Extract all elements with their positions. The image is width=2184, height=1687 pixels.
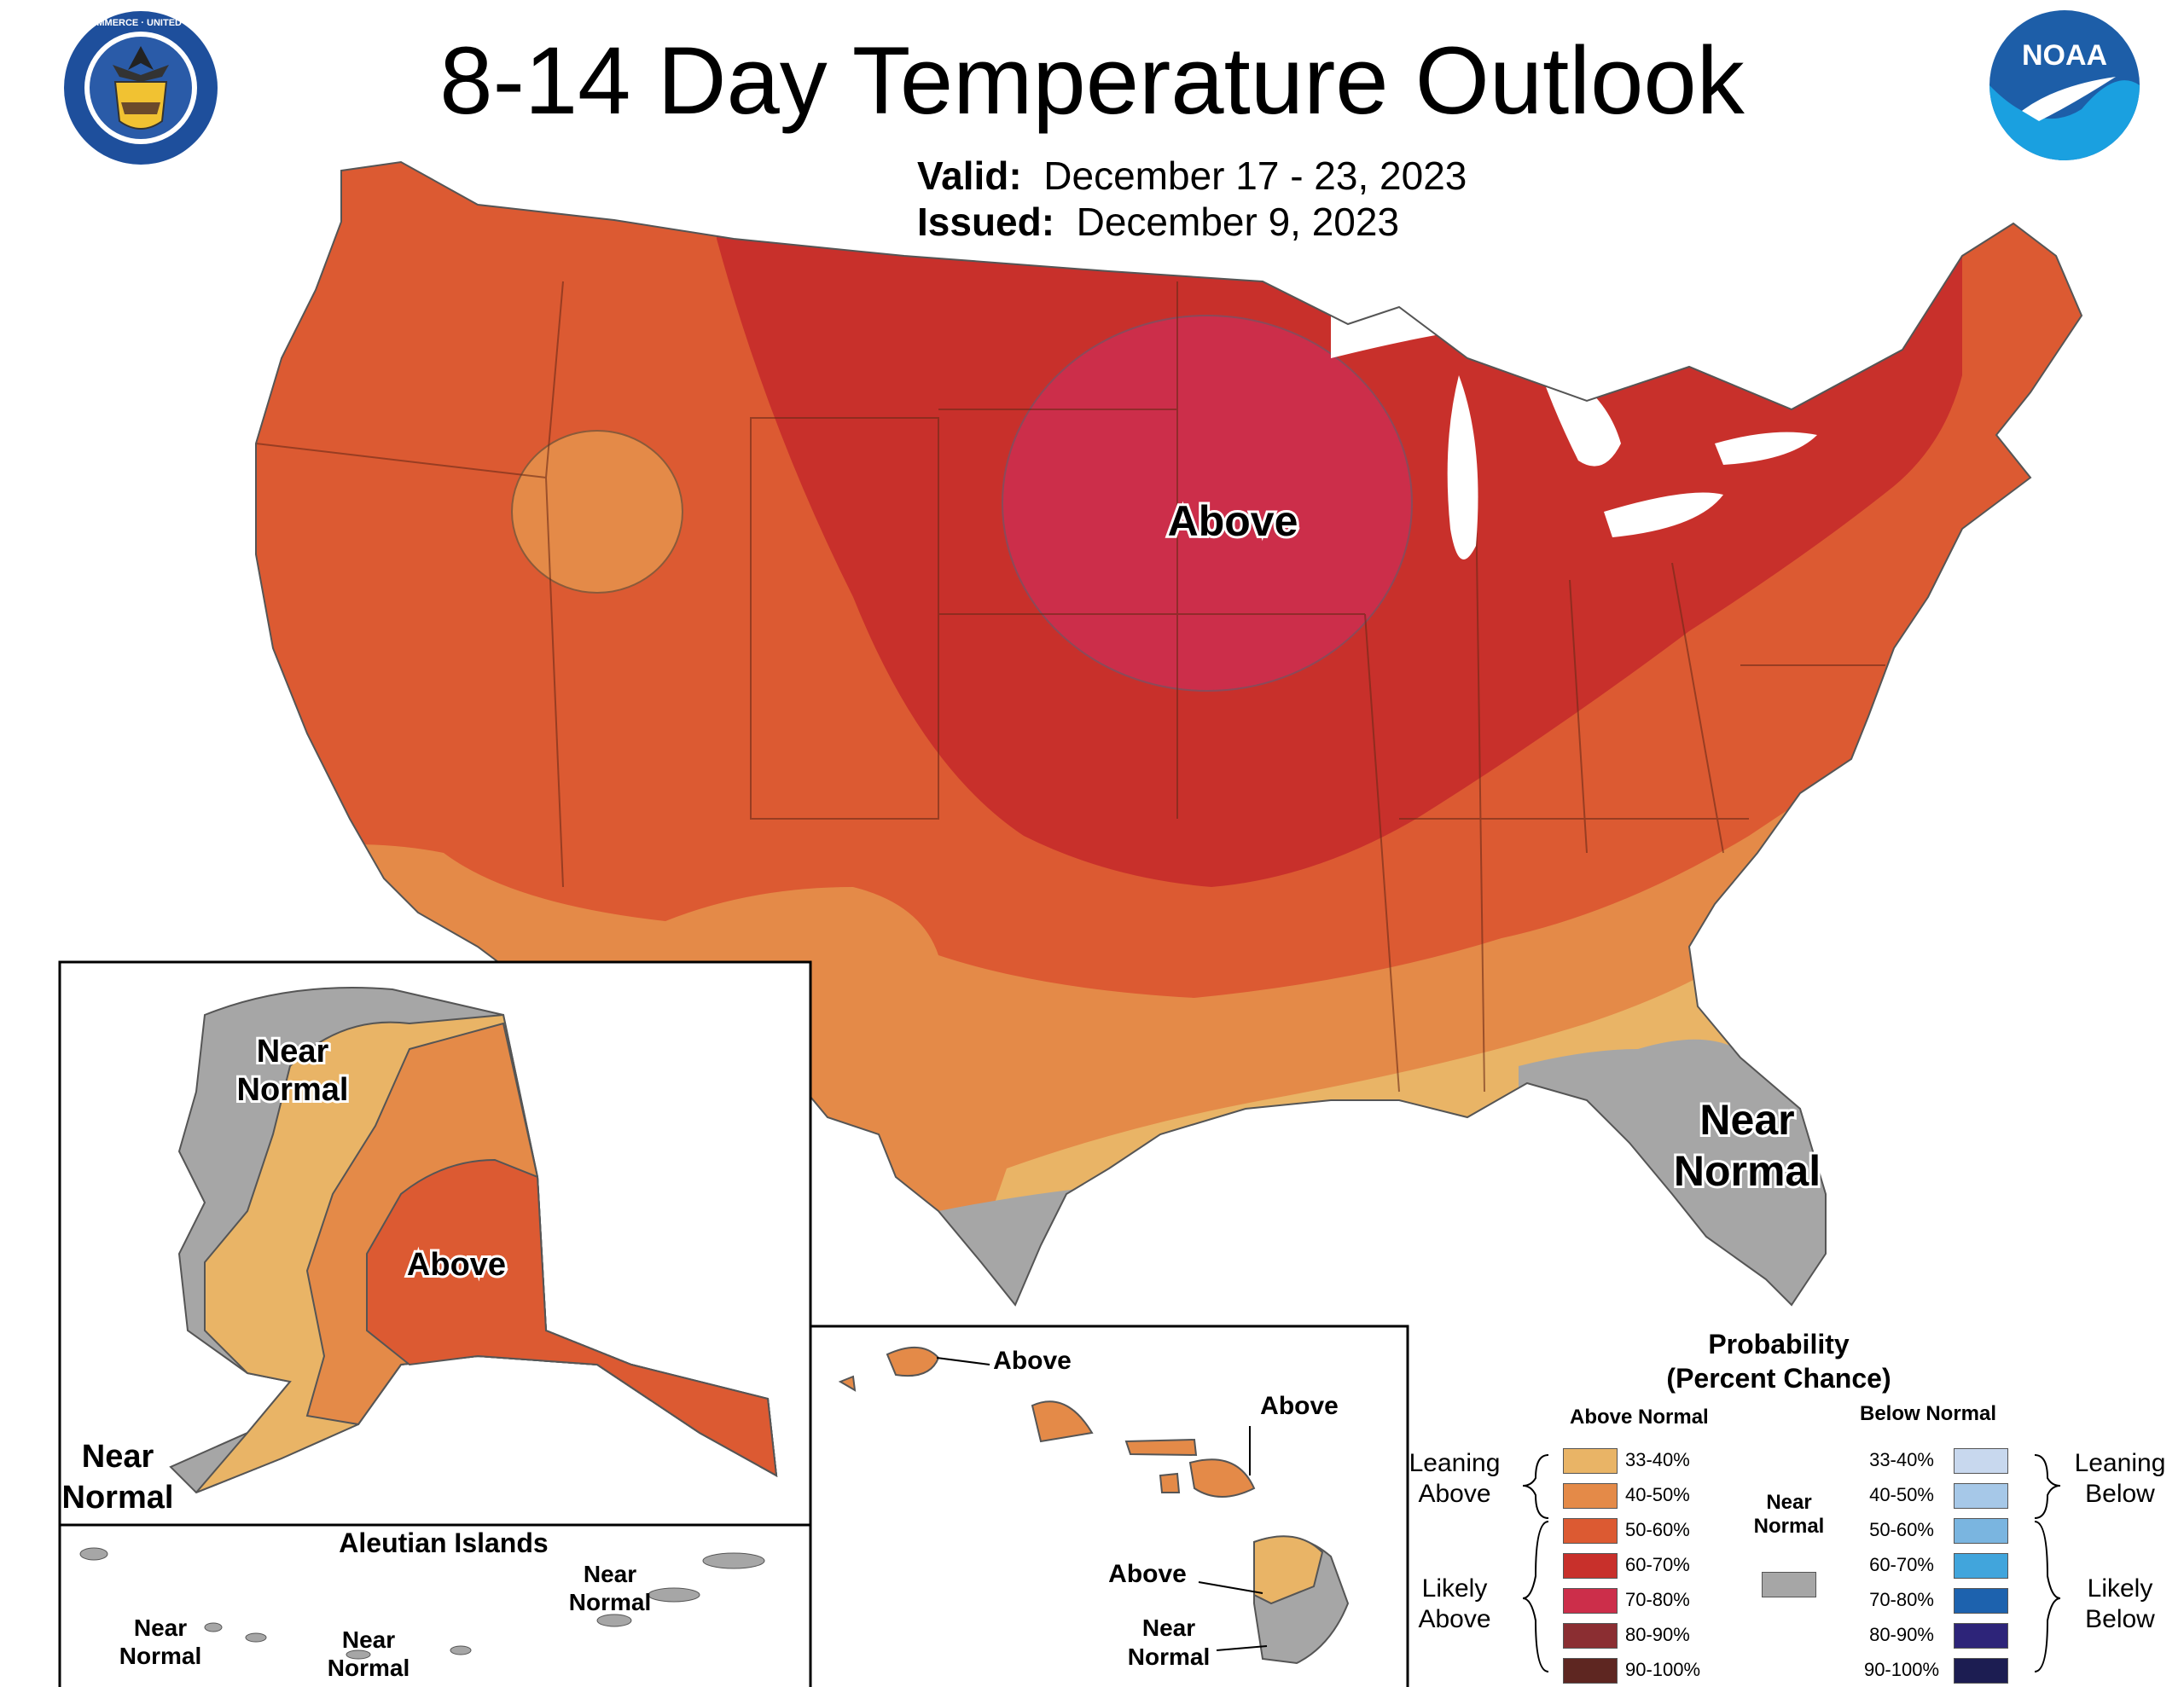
legend-above-swatch-6 xyxy=(1563,1658,1618,1684)
probability-legend: Probability (Percent Chance) Above Norma… xyxy=(1399,1320,2184,1687)
alaska-likely-above-50-60 xyxy=(366,1158,778,1477)
legend-below-swatch-3 xyxy=(1954,1553,2008,1579)
legend-below-range-1: 40-50% xyxy=(1869,1484,1934,1505)
legend-above-range-5: 80-90% xyxy=(1625,1624,1690,1645)
legend-above-range-0: 33-40% xyxy=(1625,1449,1690,1470)
aleut-near-2a: Near xyxy=(134,1615,187,1641)
lake-michigan xyxy=(1447,375,1478,559)
hawaii-leader-lines xyxy=(936,1357,1268,1651)
valid-dates: December 17 - 23, 2023 xyxy=(1043,154,1467,198)
legend-above-swatch-2 xyxy=(1563,1518,1618,1544)
legend-below-range-6: 90-100% xyxy=(1863,1659,1940,1680)
aleut-near-1b: Normal xyxy=(569,1589,651,1615)
lanai xyxy=(1159,1472,1181,1493)
big-island-leaning-above xyxy=(1253,1535,1324,1605)
legend-below-range-5: 80-90% xyxy=(1869,1624,1934,1645)
hi-above-3: Above xyxy=(1108,1560,1187,1588)
legend-above-swatch-5 xyxy=(1563,1623,1618,1649)
legend-below-range-3: 60-70% xyxy=(1869,1554,1934,1575)
maui xyxy=(1188,1458,1256,1498)
aleut-near-3a: Near xyxy=(342,1626,395,1653)
legend-title-1: Probability xyxy=(1708,1329,1850,1359)
oahu xyxy=(1031,1400,1094,1443)
map-title: 8-14 Day Temperature Outlook xyxy=(439,27,1745,134)
legend-above-swatch-0 xyxy=(1563,1448,1618,1474)
legend-above-range-3: 60-70% xyxy=(1625,1554,1690,1575)
aleut-near-2b: Normal xyxy=(119,1643,201,1669)
hi-above-1: Above xyxy=(993,1347,1072,1375)
legend-above-range-4: 70-80% xyxy=(1625,1589,1690,1610)
alaska-map xyxy=(169,987,778,1494)
hi-above-2: Above xyxy=(1260,1392,1339,1420)
legend-above-swatch-1 xyxy=(1563,1483,1618,1509)
conus-leaning-above-idaho xyxy=(511,430,683,594)
ak-near-top-2: Normal xyxy=(237,1072,349,1108)
ak-above-label: Above xyxy=(407,1247,506,1283)
legend-below-swatch-0 xyxy=(1954,1448,2008,1474)
conus-near-normal-florida xyxy=(1519,1039,1877,1305)
lake-ontario xyxy=(1715,432,1817,465)
ak-near-top-1: Near xyxy=(257,1034,329,1070)
niihau xyxy=(838,1375,857,1392)
leaning-below-label: Leaning Below xyxy=(2074,1449,2166,1508)
legend-above-header: Above Normal xyxy=(1570,1406,1709,1429)
legend-near-label-2: Normal xyxy=(1753,1515,1825,1538)
aleutian-title: Aleutian Islands xyxy=(339,1528,548,1558)
valid-label: Valid: xyxy=(917,154,1022,198)
noaa-logo: NOAA xyxy=(1989,10,2140,160)
issued-label: Issued: xyxy=(917,200,1055,244)
legend-above-swatch-3 xyxy=(1563,1553,1618,1579)
issued-date: December 9, 2023 xyxy=(1076,200,1400,244)
legend-title-2: (Percent Chance) xyxy=(1666,1363,1891,1394)
legend-below-swatch-6 xyxy=(1954,1658,2008,1684)
molokai xyxy=(1124,1438,1198,1457)
legend-below-swatch-4 xyxy=(1954,1588,2008,1614)
noaa-text: NOAA xyxy=(2022,39,2107,72)
legend-above-range-6: 90-100% xyxy=(1625,1659,1701,1680)
likely-above-label: Likely Above xyxy=(1418,1574,1491,1633)
legend-below-range-0: 33-40% xyxy=(1869,1449,1934,1470)
legend-near-label-1: Near xyxy=(1766,1491,1812,1514)
lake-erie xyxy=(1604,492,1723,537)
valid-line: Valid: December 17 - 23, 2023 xyxy=(917,152,1467,200)
leaning-above-label: Leaning Above xyxy=(1409,1449,1501,1508)
commerce-seal-logo: DEPARTMENT OF COMMERCE · UNITED STATES O… xyxy=(61,11,220,165)
legend-above-swatch-4 xyxy=(1563,1588,1618,1614)
hi-near-a: Near xyxy=(1142,1615,1195,1641)
aleut-near-3b: Normal xyxy=(328,1655,410,1681)
legend-below-header: Below Normal xyxy=(1860,1402,1997,1425)
legend-above-range-1: 40-50% xyxy=(1625,1484,1690,1505)
conus-near-label-1: Near xyxy=(1699,1096,1794,1144)
issued-line: Issued: December 9, 2023 xyxy=(917,198,1399,246)
legend-below-range-4: 70-80% xyxy=(1869,1589,1934,1610)
conus-above-label: Above xyxy=(1168,497,1298,545)
conus-near-label-2: Normal xyxy=(1674,1147,1821,1195)
legend-below-swatch-5 xyxy=(1954,1623,2008,1649)
legend-below-range-2: 50-60% xyxy=(1869,1519,1934,1540)
state-boundaries xyxy=(256,281,1885,1093)
legend-near-normal-swatch xyxy=(1762,1572,1816,1597)
ak-near-bottom-1: Near xyxy=(82,1439,154,1475)
seal-text: DEPARTMENT OF COMMERCE · UNITED STATES O… xyxy=(61,18,220,28)
aleut-near-1a: Near xyxy=(584,1561,636,1587)
hi-near-b: Normal xyxy=(1128,1644,1210,1670)
ak-near-bottom-2: Normal xyxy=(62,1480,174,1516)
likely-below-label: Likely Below xyxy=(2085,1574,2155,1633)
legend-brackets xyxy=(1522,1454,2061,1673)
legend-below-swatch-2 xyxy=(1954,1518,2008,1544)
aleutian-islands xyxy=(79,1547,765,1660)
hawaii-map xyxy=(838,1346,1350,1665)
legend-above-range-2: 50-60% xyxy=(1625,1519,1690,1540)
legend-below-swatch-1 xyxy=(1954,1483,2008,1509)
